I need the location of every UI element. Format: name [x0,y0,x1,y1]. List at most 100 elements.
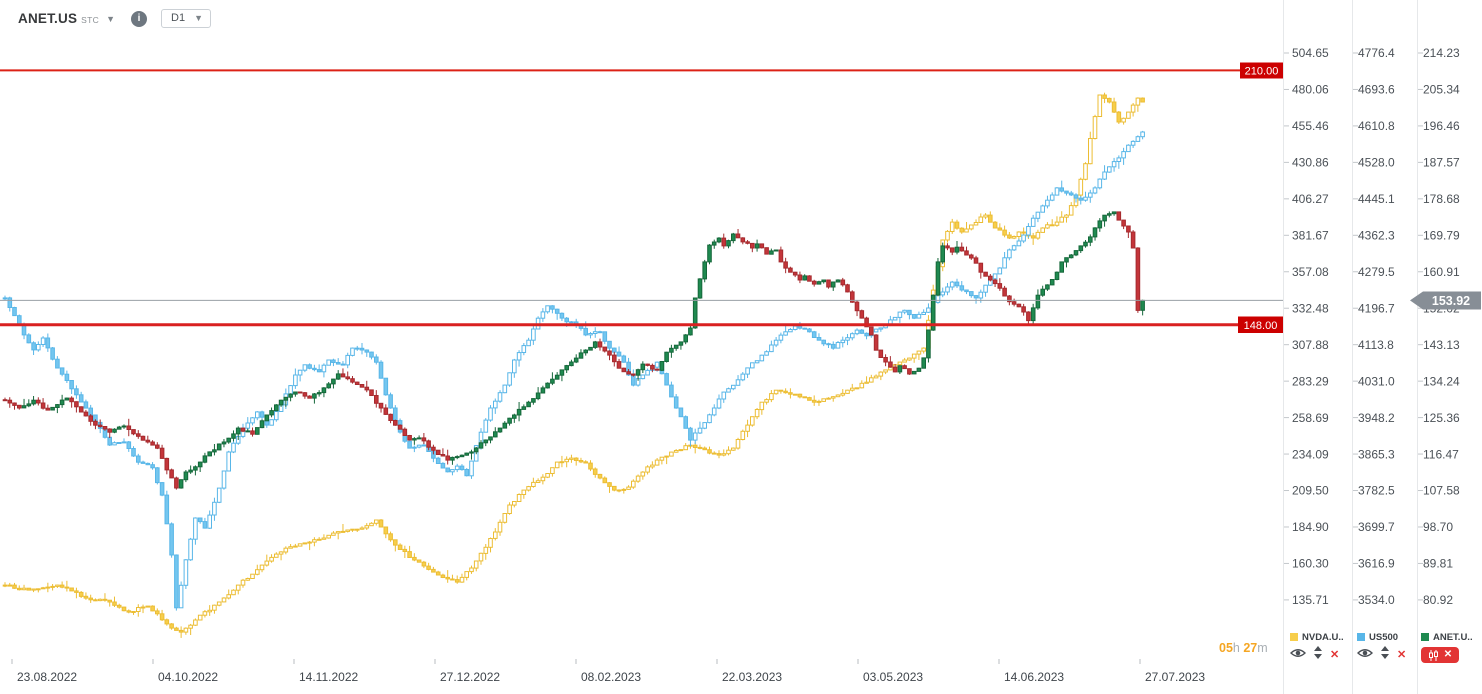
current-price-badge [1410,291,1481,310]
support-price-badge [1238,316,1283,333]
reorder-arrows-icon[interactable] [1380,646,1390,664]
svg-text:4776.4: 4776.4 [1358,46,1395,60]
svg-text:209.50: 209.50 [1292,484,1329,498]
svg-text:4113.8: 4113.8 [1358,338,1394,352]
svg-text:455.46: 455.46 [1292,119,1329,133]
instrument-header: ANET.US STC ▼ i D1 ▼ [18,9,211,28]
svg-text:430.86: 430.86 [1292,156,1329,170]
price-axis[interactable]: 504.65 480.06 455.46 430.86 406.27 381.67 357.… [1283,0,1461,694]
remove-overlay-button[interactable]: ✕ [1330,649,1340,661]
countdown-hours-unit: h [1232,641,1240,655]
svg-text:27.07.2023: 27.07.2023 [1145,670,1205,684]
series-ANET.US [2,211,1145,490]
resistance-price-label: 210.00 [1245,66,1279,78]
svg-text:187.57: 187.57 [1423,156,1460,170]
candles-layer [2,92,1145,638]
svg-text:196.46: 196.46 [1423,119,1460,133]
svg-text:160.30: 160.30 [1292,557,1329,571]
legend-label-nvda: NVDA.U.. [1302,631,1344,643]
timeframe-value: D1 [171,12,186,24]
candle-countdown-timer: 05h 27m [1219,641,1268,655]
svg-text:504.65: 504.65 [1292,46,1329,60]
visibility-eye-icon[interactable] [1356,646,1374,664]
svg-text:143.13: 143.13 [1423,338,1460,352]
svg-text:4362.3: 4362.3 [1358,229,1395,243]
price-badges: 210.00 148.00 153.92 [1238,62,1481,333]
symbol-dropdown-caret-icon[interactable]: ▼ [106,13,115,24]
countdown-minutes-unit: m [1257,641,1268,655]
remove-overlay-button[interactable]: ✕ [1397,649,1407,661]
series-US500 [2,130,1145,611]
svg-text:3699.7: 3699.7 [1358,520,1395,534]
svg-text:258.69: 258.69 [1292,411,1329,425]
svg-text:14.11.2022: 14.11.2022 [299,670,358,684]
svg-text:4445.1: 4445.1 [1358,192,1395,206]
legend-item-anet: ANET.U.. ✕ [1421,630,1482,663]
svg-text:4031.0: 4031.0 [1358,374,1395,388]
legend-item-us500: US500 ✕ [1356,630,1421,664]
svg-text:3948.2: 3948.2 [1358,411,1395,425]
svg-text:332.48: 332.48 [1292,301,1329,315]
svg-text:4279.5: 4279.5 [1358,265,1395,279]
svg-text:135.71: 135.71 [1292,593,1329,607]
support-price-label: 148.00 [1244,320,1278,332]
countdown-minutes: 27 [1243,641,1258,655]
svg-text:4610.8: 4610.8 [1358,119,1395,133]
svg-text:3616.9: 3616.9 [1358,557,1395,571]
series-NVDA.US [2,92,1145,638]
current-price-label: 153.92 [1432,294,1470,308]
svg-text:234.09: 234.09 [1292,447,1329,461]
svg-text:08.02.2023: 08.02.2023 [581,670,641,684]
legend-item-nvda: NVDA.U.. ✕ [1289,630,1354,664]
svg-text:116.47: 116.47 [1423,447,1459,461]
svg-text:80.92: 80.92 [1423,593,1453,607]
svg-text:125.36: 125.36 [1423,411,1460,425]
remove-instrument-button[interactable]: ✕ [1443,649,1453,660]
svg-text:214.23: 214.23 [1423,46,1460,60]
symbol-label: ANET.US [18,11,78,26]
resistance-price-badge [1240,62,1283,79]
candlestick-icon [1428,649,1438,661]
us500-color-swatch-icon [1357,633,1365,641]
market-suffix-label: STC [81,14,100,25]
svg-text:357.08: 357.08 [1292,265,1329,279]
svg-text:22.03.2023: 22.03.2023 [722,670,782,684]
svg-text:3782.5: 3782.5 [1358,484,1395,498]
timeframe-select[interactable]: D1 ▼ [161,9,211,28]
levels-layer [0,69,1283,327]
svg-text:134.24: 134.24 [1423,374,1460,388]
svg-text:160.91: 160.91 [1423,265,1460,279]
countdown-hours: 05 [1219,641,1233,655]
legend-label-anet: ANET.U.. [1433,631,1473,643]
svg-text:480.06: 480.06 [1292,83,1329,97]
svg-text:3865.3: 3865.3 [1358,447,1395,461]
svg-text:205.34: 205.34 [1423,83,1460,97]
svg-text:4196.7: 4196.7 [1358,301,1395,315]
svg-text:283.29: 283.29 [1292,374,1329,388]
legend-label-us500: US500 [1369,631,1399,643]
svg-text:89.81: 89.81 [1423,557,1453,571]
nvda-color-swatch-icon [1290,633,1298,641]
visibility-eye-icon[interactable] [1289,646,1307,664]
svg-text:03.05.2023: 03.05.2023 [863,670,923,684]
svg-text:98.70: 98.70 [1423,520,1453,534]
active-instrument-badge[interactable]: ✕ [1421,647,1459,663]
svg-text:307.88: 307.88 [1292,338,1329,352]
svg-text:04.10.2022: 04.10.2022 [158,670,218,684]
svg-text:4528.0: 4528.0 [1358,156,1395,170]
svg-text:14.06.2023: 14.06.2023 [1004,670,1064,684]
svg-text:3534.0: 3534.0 [1358,593,1395,607]
svg-text:381.67: 381.67 [1292,229,1329,243]
svg-text:23.08.2022: 23.08.2022 [17,670,77,684]
svg-text:406.27: 406.27 [1292,192,1329,206]
svg-text:184.90: 184.90 [1292,520,1329,534]
svg-text:169.79: 169.79 [1423,229,1460,243]
svg-text:178.68: 178.68 [1423,192,1460,206]
svg-text:107.58: 107.58 [1423,484,1460,498]
time-axis[interactable]: 23.08.2022 04.10.2022 14.11.2022 27.12.2022… [11,659,1205,684]
reorder-arrows-icon[interactable] [1313,646,1323,664]
timeframe-caret-icon: ▼ [194,13,203,23]
instrument-info-button[interactable]: i [131,10,147,27]
